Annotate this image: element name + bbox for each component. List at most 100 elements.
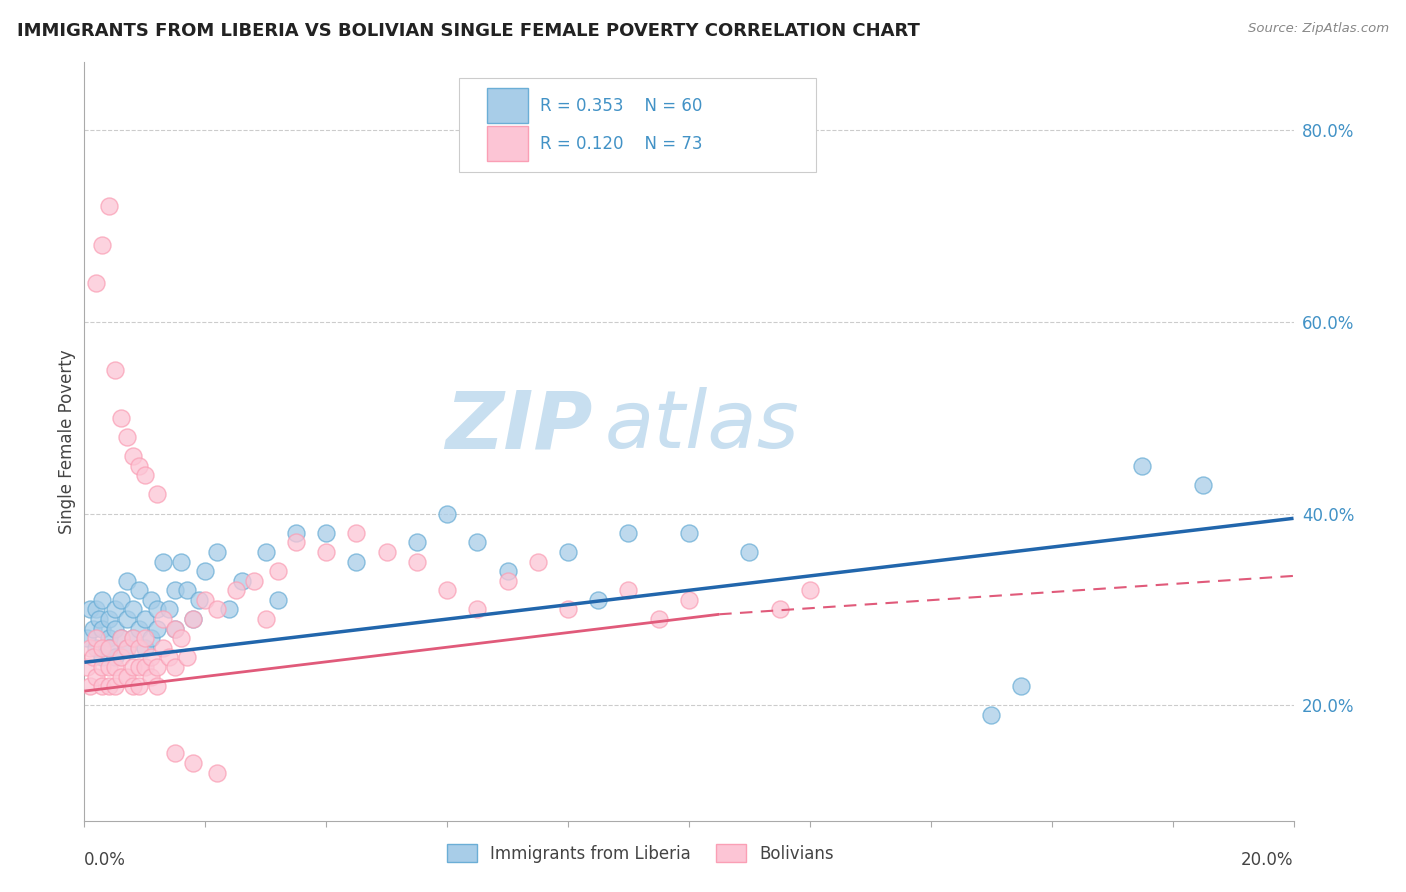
Point <box>436 507 458 521</box>
Point <box>146 602 169 616</box>
Point <box>76 632 98 646</box>
Point <box>242 574 264 588</box>
Point <box>104 602 127 616</box>
Point <box>115 430 138 444</box>
Point <box>181 756 204 770</box>
Point <box>157 650 180 665</box>
Point <box>128 622 150 636</box>
Point <box>86 276 108 290</box>
Point <box>617 525 640 540</box>
Point <box>267 593 290 607</box>
Text: 0.0%: 0.0% <box>84 851 127 869</box>
Point <box>139 670 162 684</box>
FancyBboxPatch shape <box>460 78 815 172</box>
Point <box>139 632 162 646</box>
Point <box>152 640 174 655</box>
Point <box>110 410 132 425</box>
Point <box>97 640 120 655</box>
Point <box>86 640 108 655</box>
Point <box>170 554 193 568</box>
Point <box>157 602 180 616</box>
Point <box>76 660 98 674</box>
Point <box>139 593 162 607</box>
Point <box>104 650 127 665</box>
Point <box>146 622 169 636</box>
Point <box>467 602 489 616</box>
Point <box>225 583 247 598</box>
Point <box>91 660 114 674</box>
Point <box>254 545 277 559</box>
Point <box>980 708 1002 723</box>
Y-axis label: Single Female Poverty: Single Female Poverty <box>58 350 76 533</box>
Point <box>97 632 120 646</box>
Point <box>1192 477 1215 491</box>
Point <box>315 525 337 540</box>
Text: R = 0.353    N = 60: R = 0.353 N = 60 <box>540 96 703 115</box>
Point <box>165 622 187 636</box>
Point <box>194 593 217 607</box>
Point <box>557 602 579 616</box>
Point <box>467 535 489 549</box>
FancyBboxPatch shape <box>486 88 529 123</box>
Legend: Immigrants from Liberia, Bolivians: Immigrants from Liberia, Bolivians <box>440 838 841 869</box>
Point <box>152 612 174 626</box>
Text: 20.0%: 20.0% <box>1241 851 1294 869</box>
Point <box>527 554 550 568</box>
Point <box>188 593 211 607</box>
Point <box>128 679 150 693</box>
Point <box>104 622 127 636</box>
Point <box>181 612 204 626</box>
Point <box>104 660 127 674</box>
Point <box>207 545 229 559</box>
Point <box>121 632 143 646</box>
Point <box>121 602 143 616</box>
Point <box>799 583 821 598</box>
Point <box>146 660 169 674</box>
Point <box>207 765 229 780</box>
Point <box>146 487 169 501</box>
Point <box>91 622 114 636</box>
Point <box>121 632 143 646</box>
Point <box>375 545 398 559</box>
Point <box>110 593 132 607</box>
Point <box>346 554 368 568</box>
Point <box>97 660 120 674</box>
Point <box>121 679 143 693</box>
Point <box>406 554 429 568</box>
Point <box>207 602 229 616</box>
Point <box>128 660 150 674</box>
Point <box>97 640 120 655</box>
Point <box>170 632 193 646</box>
Point <box>176 650 198 665</box>
Point <box>496 574 519 588</box>
Point <box>436 583 458 598</box>
Point <box>128 583 150 598</box>
Point <box>121 660 143 674</box>
Point <box>97 612 120 626</box>
Point <box>104 679 127 693</box>
Point <box>648 612 671 626</box>
Point <box>134 660 156 674</box>
Point <box>315 545 337 559</box>
Point <box>121 449 143 463</box>
Text: ZIP: ZIP <box>444 387 592 466</box>
Point <box>181 612 204 626</box>
Point <box>86 602 108 616</box>
Point <box>82 650 104 665</box>
Point <box>97 679 120 693</box>
Point <box>346 525 368 540</box>
Point <box>115 612 138 626</box>
Text: IMMIGRANTS FROM LIBERIA VS BOLIVIAN SINGLE FEMALE POVERTY CORRELATION CHART: IMMIGRANTS FROM LIBERIA VS BOLIVIAN SING… <box>17 22 920 40</box>
Point <box>91 679 114 693</box>
Point <box>231 574 253 588</box>
Point <box>79 640 101 655</box>
Point <box>115 670 138 684</box>
Point <box>165 583 187 598</box>
Point <box>176 583 198 598</box>
Text: R = 0.120    N = 73: R = 0.120 N = 73 <box>540 135 703 153</box>
Point <box>678 593 700 607</box>
Point <box>89 612 111 626</box>
Point <box>165 660 187 674</box>
Point <box>194 564 217 578</box>
Point <box>1011 679 1033 693</box>
